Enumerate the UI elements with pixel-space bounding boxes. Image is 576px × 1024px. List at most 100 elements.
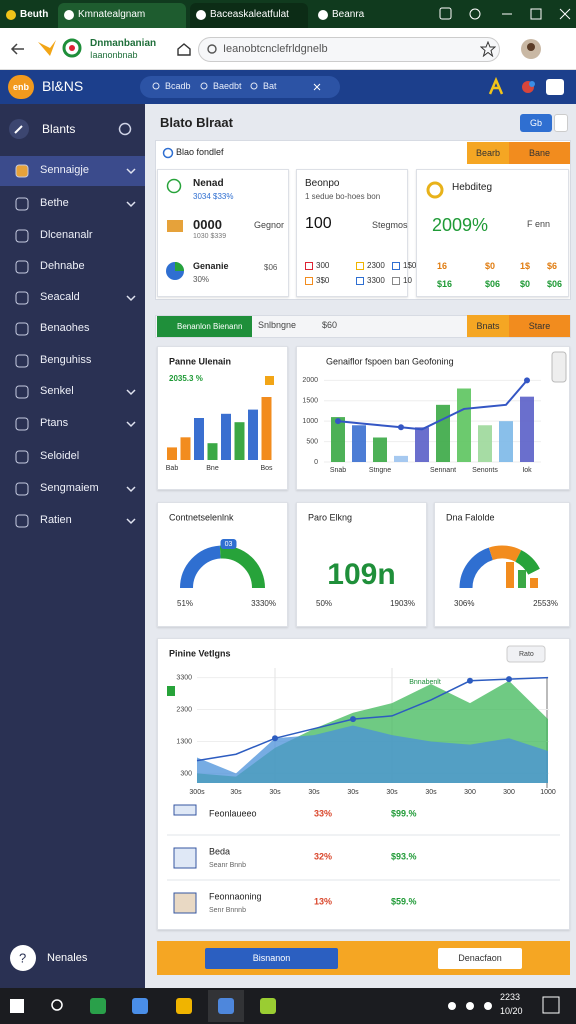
browser-tab[interactable]: Kmnatealgnam (58, 3, 186, 28)
sidebar-item[interactable]: Senkel (0, 377, 145, 407)
sidebar-item[interactable]: Ptans (0, 409, 145, 439)
grid-swatch (356, 262, 364, 270)
grid-swatch (392, 277, 400, 285)
tab-label: Beuth (20, 9, 49, 20)
chevron (126, 201, 136, 208)
pill-icon (250, 82, 258, 90)
footer-button[interactable]: Bisnanon (205, 948, 338, 969)
swatch (305, 262, 313, 270)
card-icon (426, 181, 444, 199)
sidebar-item[interactable]: Sengmaiem (0, 474, 145, 504)
gauge-panel (296, 502, 427, 627)
card-value: 0000 (193, 217, 222, 232)
gauge-deco (518, 570, 526, 588)
header-icons (488, 76, 564, 95)
chart-title: Pinine Vetlgns (169, 648, 231, 658)
bar (436, 404, 450, 462)
x-tick-label: 30s (269, 789, 281, 796)
sidebar-item[interactable]: Ratien (0, 506, 145, 536)
y-tick-label: 2300 (176, 706, 192, 713)
icon-shape (15, 514, 29, 528)
card-sub: 3034 $33% (193, 192, 234, 201)
icon-shape (15, 482, 29, 496)
site-logo (38, 38, 82, 58)
sidebar-item[interactable]: Seacald (0, 283, 145, 313)
tab-icon (196, 10, 206, 20)
site-sub: Iaanonbnab (90, 50, 138, 60)
browser-tab[interactable]: Beanra (312, 3, 427, 28)
tab-icon-shape (6, 10, 16, 20)
gauge: Dna Falolde 306% 2553% (446, 512, 558, 608)
page-title: Blato Blraat (160, 115, 233, 130)
x-tick-label: 300s (189, 789, 205, 796)
search-chip[interactable]: Bat (263, 81, 277, 91)
icon (166, 178, 182, 194)
filter-button[interactable]: Bnats (467, 315, 509, 337)
y-tick-label: 1000 (302, 418, 318, 425)
grid-value: $6 (547, 261, 558, 271)
filter-button[interactable]: Bearb (467, 142, 509, 164)
icon-shape (15, 354, 29, 368)
chart-tab[interactable]: Snlbngne (258, 320, 297, 330)
lens (250, 82, 258, 90)
card-title: Hebditeg (452, 182, 493, 193)
sidebar-item[interactable]: Dlcenanalr (0, 221, 145, 251)
icon (162, 147, 174, 159)
active-app (208, 990, 244, 1022)
gauge-right: 1903% (390, 599, 415, 608)
tab-icon-shape (196, 10, 206, 20)
y-tick-label: 2000 (302, 377, 318, 384)
gauge-right: 2553% (533, 599, 558, 608)
url-box[interactable]: Ieanobtcnclefrldgnelb (198, 37, 500, 62)
page-action[interactable]: Gb (520, 114, 552, 132)
site-name: Dnmanbanian (90, 38, 157, 49)
lens (207, 44, 217, 54)
sidebar-item[interactable]: Seloidel (0, 442, 145, 472)
sidebar-footer[interactable]: Nenales (47, 952, 88, 964)
search-chip[interactable]: Bcadb (165, 81, 191, 91)
gauge-deco (530, 578, 538, 588)
grid-value: 16 (437, 261, 448, 271)
item-icon (15, 322, 29, 336)
gauge-right: 3330% (251, 599, 276, 608)
chevron (126, 389, 136, 396)
sidebar-item[interactable]: Dehnabe (0, 252, 145, 282)
item-label: Senkel (40, 385, 74, 397)
chevron-shape (126, 421, 136, 428)
icon-shape (10, 945, 36, 971)
grid-value: $06 (485, 279, 501, 289)
footer-button[interactable]: Denacfaon (438, 948, 522, 969)
app-logo: Bl&NS (42, 78, 84, 94)
bar (194, 418, 204, 460)
browser-tab[interactable]: Beuth (0, 3, 55, 28)
browser-tab[interactable]: Baceaskaleatfulat (190, 3, 308, 28)
action-menu[interactable] (554, 114, 568, 132)
search-pill[interactable]: Bcadb Baedbt Bat (140, 76, 340, 98)
x-tick-label: 30s (347, 789, 359, 796)
item-icon (15, 291, 29, 305)
line-point (506, 676, 512, 683)
notify-icon (542, 996, 560, 1014)
panel-icon (167, 686, 175, 696)
sidebar-item[interactable]: Benguhiss (0, 346, 145, 376)
filter-button[interactable]: Bane (509, 142, 570, 164)
sidebar-item[interactable]: Sennaigje (0, 156, 145, 186)
pie-slice (175, 262, 184, 271)
icon-shape (167, 220, 183, 232)
url-text: Ieanobtcnclefrldgnelb (223, 43, 328, 55)
search-chip[interactable]: Baedbt (213, 81, 242, 91)
icon-shape (15, 450, 29, 464)
filter-button[interactable]: Stare (509, 315, 570, 337)
card-note: Stegmos (372, 220, 408, 230)
chart-tab-active[interactable]: Benanlon Bienann (157, 316, 252, 337)
gauge-deco (506, 562, 514, 588)
logo-dot (69, 45, 75, 51)
combo-chart: Genaiflor fspoen ban Geofoning 0 500 1000 15… (302, 351, 567, 474)
sidebar-item[interactable]: Benaohes (0, 314, 145, 344)
item-icon (15, 482, 29, 496)
row-sub: Senr Bnnnb (209, 907, 246, 914)
app-icon (176, 998, 192, 1014)
sidebar-item[interactable]: Bethe (0, 189, 145, 219)
tool (14, 125, 23, 134)
chart-tab[interactable]: $60 (322, 320, 338, 330)
